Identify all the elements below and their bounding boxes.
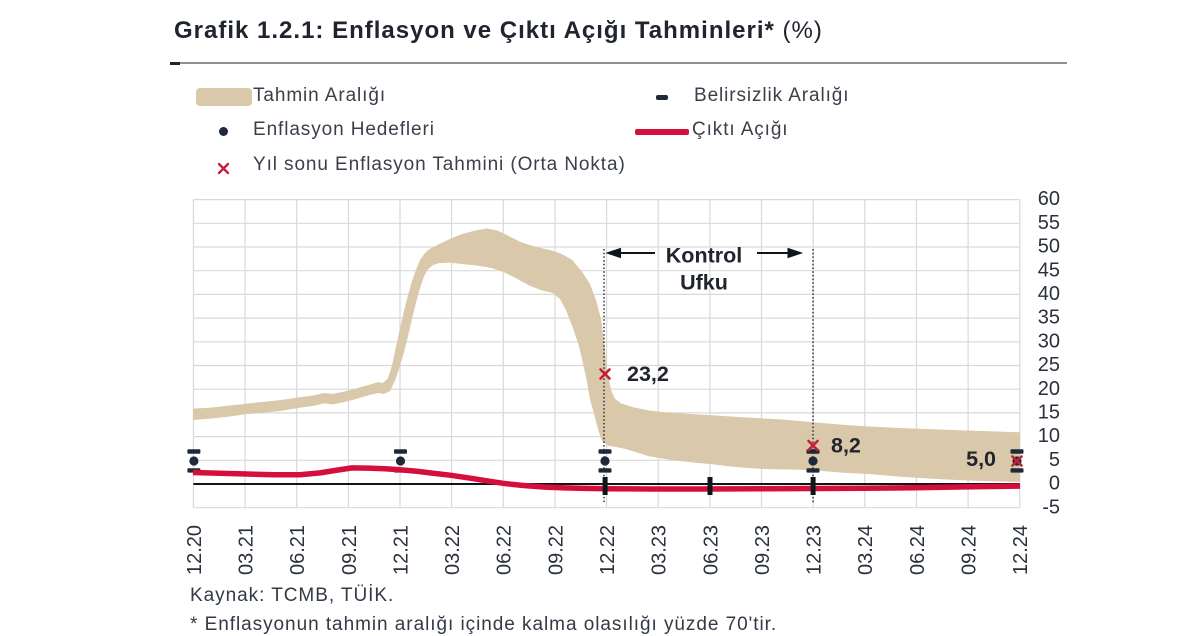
svg-text:5: 5: [1049, 449, 1060, 471]
svg-text:10: 10: [1038, 425, 1060, 447]
svg-text:06.21: 06.21: [287, 525, 309, 575]
svg-text:09.23: 09.23: [752, 525, 774, 575]
svg-text:50: 50: [1038, 236, 1060, 258]
svg-text:09.22: 09.22: [545, 525, 567, 575]
svg-text:Kontrol: Kontrol: [666, 244, 742, 268]
svg-text:30: 30: [1038, 330, 1060, 352]
svg-text:60: 60: [1038, 188, 1060, 210]
svg-text:8,2: 8,2: [831, 434, 861, 458]
svg-text:09.24: 09.24: [959, 525, 981, 575]
svg-text:12.20: 12.20: [184, 525, 206, 575]
svg-text:-5: -5: [1042, 496, 1060, 518]
svg-text:12.24: 12.24: [1010, 525, 1032, 575]
svg-text:03.23: 03.23: [649, 525, 671, 575]
svg-text:06.22: 06.22: [494, 525, 516, 575]
svg-text:20: 20: [1038, 378, 1060, 400]
svg-text:09.21: 09.21: [339, 525, 361, 575]
svg-text:12.22: 12.22: [597, 525, 619, 575]
svg-text:40: 40: [1038, 283, 1060, 305]
svg-text:03.22: 03.22: [442, 525, 464, 575]
svg-text:06.24: 06.24: [907, 525, 929, 575]
svg-text:03.21: 03.21: [236, 525, 258, 575]
svg-text:12.21: 12.21: [390, 525, 412, 575]
svg-text:23,2: 23,2: [627, 362, 669, 386]
svg-text:55: 55: [1038, 212, 1060, 234]
svg-text:35: 35: [1038, 307, 1060, 329]
svg-text:45: 45: [1038, 259, 1060, 281]
svg-text:25: 25: [1038, 354, 1060, 376]
svg-text:15: 15: [1038, 402, 1060, 424]
svg-text:03.24: 03.24: [855, 525, 877, 575]
svg-text:12.23: 12.23: [804, 525, 826, 575]
svg-text:06.23: 06.23: [700, 525, 722, 575]
svg-text:5,0: 5,0: [966, 447, 996, 471]
svg-text:0: 0: [1049, 473, 1060, 495]
svg-text:Ufku: Ufku: [680, 271, 728, 295]
